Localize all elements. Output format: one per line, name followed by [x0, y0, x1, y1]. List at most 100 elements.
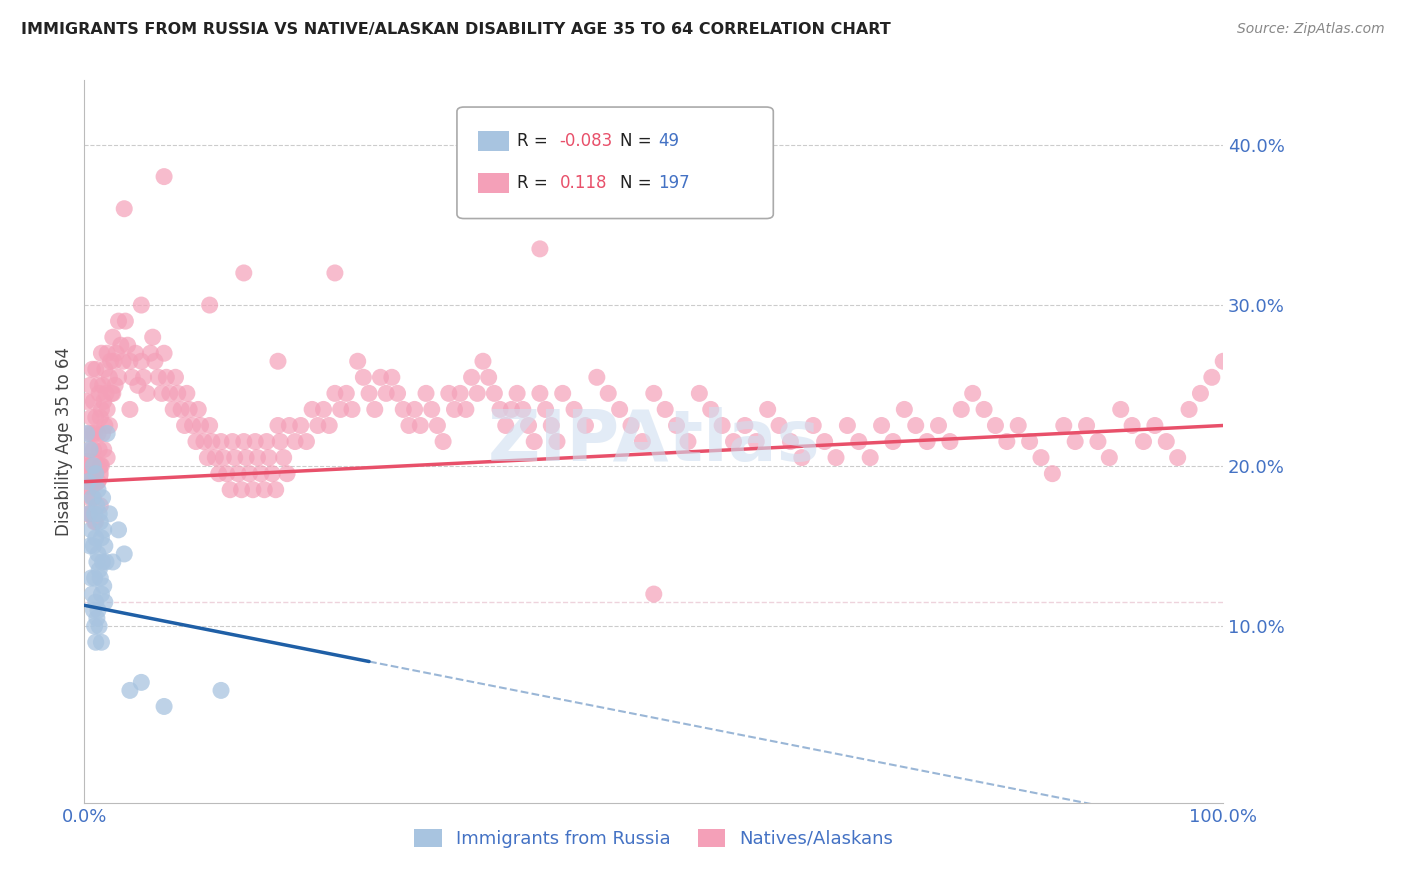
- Point: [105, 346, 128, 360]
- Point: [89, 619, 111, 633]
- Point: [224, 450, 246, 465]
- Point: [700, 402, 723, 417]
- Point: [76, 467, 98, 481]
- Point: [631, 434, 654, 449]
- Point: [117, 338, 139, 352]
- Text: N =: N =: [620, 174, 657, 192]
- Point: [86, 499, 108, 513]
- Point: [165, 370, 187, 384]
- Point: [91, 491, 114, 505]
- Point: [209, 683, 232, 698]
- Point: [253, 483, 276, 497]
- Point: [82, 539, 104, 553]
- Point: [420, 402, 443, 417]
- Point: [139, 346, 162, 360]
- Point: [1076, 418, 1098, 433]
- Point: [131, 298, 153, 312]
- Point: [437, 386, 460, 401]
- Point: [112, 547, 135, 561]
- Point: [84, 467, 107, 481]
- Point: [859, 450, 882, 465]
- Point: [91, 378, 114, 392]
- Text: 0.118: 0.118: [560, 174, 607, 192]
- Point: [307, 418, 329, 433]
- Point: [132, 370, 155, 384]
- Point: [370, 370, 392, 384]
- Point: [756, 402, 779, 417]
- Point: [176, 386, 198, 401]
- Point: [93, 442, 115, 457]
- Point: [801, 418, 824, 433]
- Point: [187, 402, 209, 417]
- Point: [209, 434, 232, 449]
- Text: ZIPAtlas: ZIPAtlas: [488, 407, 820, 476]
- Point: [90, 346, 112, 360]
- Point: [711, 418, 734, 433]
- Point: [89, 499, 111, 513]
- Point: [620, 418, 643, 433]
- Text: IMMIGRANTS FROM RUSSIA VS NATIVE/ALASKAN DISABILITY AGE 35 TO 64 CORRELATION CHA: IMMIGRANTS FROM RUSSIA VS NATIVE/ALASKAN…: [21, 22, 891, 37]
- Point: [101, 555, 124, 569]
- Point: [114, 314, 136, 328]
- Point: [201, 434, 224, 449]
- Point: [1132, 434, 1154, 449]
- Point: [82, 458, 104, 473]
- Point: [848, 434, 870, 449]
- Point: [359, 386, 381, 401]
- Point: [1018, 434, 1040, 449]
- Point: [82, 362, 104, 376]
- Y-axis label: Disability Age 35 to 64: Disability Age 35 to 64: [55, 347, 73, 536]
- Point: [84, 531, 107, 545]
- Point: [273, 450, 295, 465]
- Point: [79, 378, 101, 392]
- Text: 197: 197: [658, 174, 689, 192]
- Point: [973, 402, 995, 417]
- Point: [121, 370, 143, 384]
- Point: [103, 354, 125, 368]
- Point: [159, 386, 181, 401]
- Point: [84, 595, 107, 609]
- Point: [83, 426, 105, 441]
- Point: [449, 386, 471, 401]
- Point: [546, 434, 568, 449]
- Point: [76, 394, 98, 409]
- Point: [112, 202, 135, 216]
- Point: [295, 434, 318, 449]
- Point: [665, 418, 688, 433]
- Point: [688, 386, 710, 401]
- Point: [101, 330, 124, 344]
- Point: [98, 370, 121, 384]
- Point: [98, 507, 121, 521]
- Point: [110, 338, 132, 352]
- Point: [415, 386, 437, 401]
- Point: [231, 483, 253, 497]
- Point: [82, 426, 104, 441]
- Point: [193, 434, 215, 449]
- Text: -0.083: -0.083: [560, 132, 613, 150]
- Point: [173, 418, 195, 433]
- Point: [426, 418, 449, 433]
- Point: [101, 386, 124, 401]
- Point: [269, 434, 291, 449]
- Point: [82, 491, 104, 505]
- Point: [166, 386, 188, 401]
- Point: [246, 450, 269, 465]
- Point: [89, 410, 111, 425]
- Point: [87, 475, 110, 489]
- Point: [1212, 354, 1234, 368]
- Point: [79, 491, 101, 505]
- Point: [77, 426, 100, 441]
- Point: [155, 370, 177, 384]
- Point: [323, 386, 346, 401]
- Point: [124, 346, 146, 360]
- Point: [100, 354, 122, 368]
- Point: [198, 418, 221, 433]
- Point: [153, 699, 176, 714]
- Point: [93, 523, 115, 537]
- Point: [540, 418, 562, 433]
- Point: [472, 354, 495, 368]
- Point: [939, 434, 962, 449]
- Point: [94, 595, 117, 609]
- Point: [478, 370, 501, 384]
- Point: [654, 402, 676, 417]
